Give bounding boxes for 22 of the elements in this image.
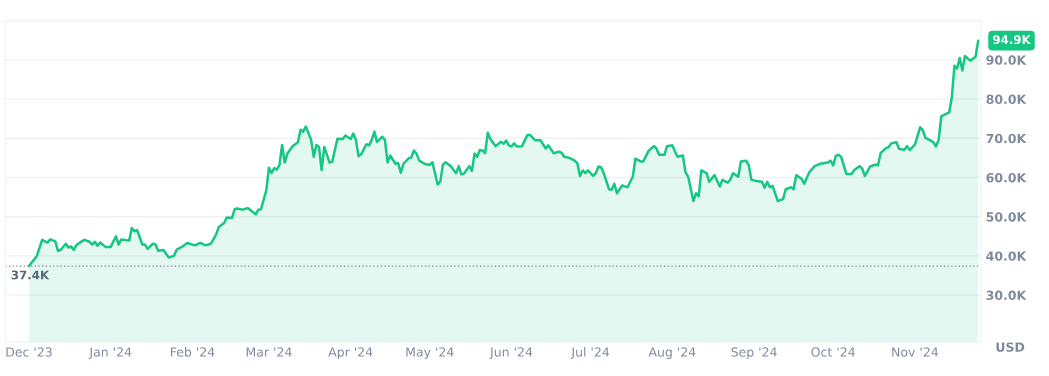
x-tick-label: Nov '24 (892, 347, 939, 357)
x-tick-label: Feb '24 (170, 347, 215, 357)
x-tick-label: Sep '24 (731, 347, 777, 360)
y-tick-label: 40.0K (986, 251, 1027, 261)
x-tick-label: Oct '24 (811, 347, 855, 357)
x-tick-label: May '24 (406, 347, 454, 360)
x-tick-label: Jun '24 (489, 347, 533, 360)
y-tick-label: 70.0K (986, 133, 1027, 144)
y-tick-label: 50.0K (986, 212, 1027, 222)
y-tick-label: 80.0K (986, 94, 1027, 105)
annotation: 94.9K (992, 35, 1032, 45)
x-tick-label: Jan '24 (88, 347, 132, 360)
x-tick-label: Jul '24 (570, 347, 610, 360)
y-tick-label: 30.0K (986, 290, 1027, 301)
y-axis-title: USD (996, 342, 1025, 352)
x-tick-label: Dec '23 (6, 347, 52, 357)
x-tick-label: Apr '24 (328, 347, 373, 360)
x-tick-label: Aug '24 (648, 347, 696, 360)
y-tick-label: 60.0K (986, 172, 1027, 183)
x-tick-label: Mar '24 (246, 347, 292, 357)
y-tick-label: 90.0K (986, 55, 1027, 65)
ref-line-label: 37.4K (11, 270, 50, 280)
